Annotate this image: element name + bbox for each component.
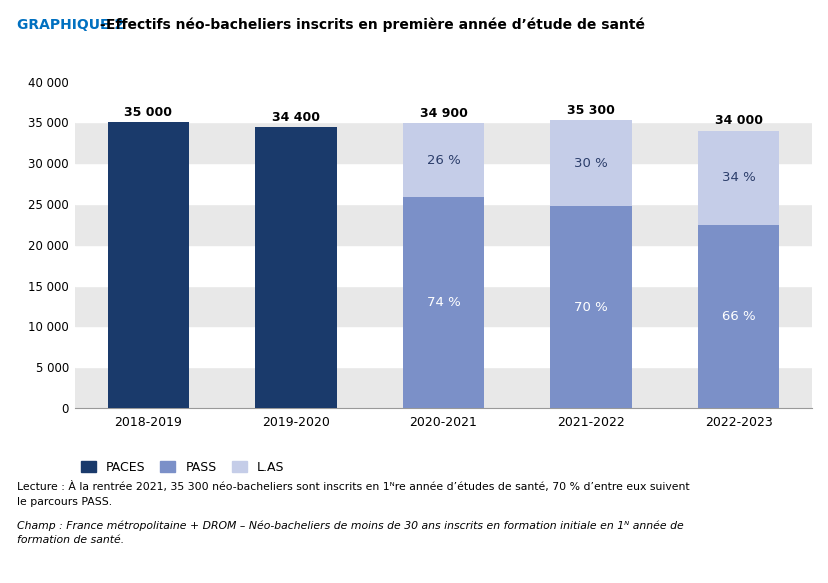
Text: 34 900: 34 900 — [419, 107, 467, 120]
Text: le parcours PASS.: le parcours PASS. — [17, 497, 112, 507]
Bar — [75, 245, 811, 286]
Text: 35 000: 35 000 — [124, 106, 172, 119]
Bar — [550, 120, 631, 206]
Text: 74 %: 74 % — [426, 296, 460, 309]
Text: 30 %: 30 % — [574, 157, 607, 170]
Text: 70 %: 70 % — [574, 301, 607, 314]
Bar — [75, 122, 811, 163]
Bar — [402, 123, 484, 197]
Text: GRAPHIQUE 2: GRAPHIQUE 2 — [17, 18, 123, 32]
Bar — [402, 197, 484, 408]
Bar — [75, 286, 811, 326]
Text: -: - — [95, 18, 111, 32]
Text: formation de santé.: formation de santé. — [17, 535, 123, 545]
Text: 35 300: 35 300 — [566, 104, 614, 117]
Text: 34 000: 34 000 — [714, 114, 762, 127]
Bar — [75, 204, 811, 245]
Text: Lecture : À la rentrée 2021, 35 300 néo-bacheliers sont inscrits en 1ᴺre année d: Lecture : À la rentrée 2021, 35 300 néo-… — [17, 481, 688, 492]
Legend: PACES, PASS, L.AS: PACES, PASS, L.AS — [81, 461, 284, 473]
Bar — [550, 206, 631, 408]
Bar — [697, 225, 778, 408]
Text: Champ : France métropolitaine + DROM – Néo-bacheliers de moins de 30 ans inscrit: Champ : France métropolitaine + DROM – N… — [17, 520, 682, 531]
Bar — [75, 367, 811, 408]
Bar — [255, 127, 336, 408]
Text: 66 %: 66 % — [721, 310, 754, 323]
Bar — [75, 163, 811, 204]
Text: Effectifs néo-bacheliers inscrits en première année d’étude de santé: Effectifs néo-bacheliers inscrits en pre… — [106, 18, 644, 32]
Bar — [697, 131, 778, 225]
Bar — [75, 82, 811, 122]
Bar — [75, 326, 811, 367]
Text: 26 %: 26 % — [426, 154, 460, 167]
Bar — [108, 122, 189, 408]
Text: 34 400: 34 400 — [272, 111, 320, 124]
Text: 34 %: 34 % — [721, 171, 754, 184]
